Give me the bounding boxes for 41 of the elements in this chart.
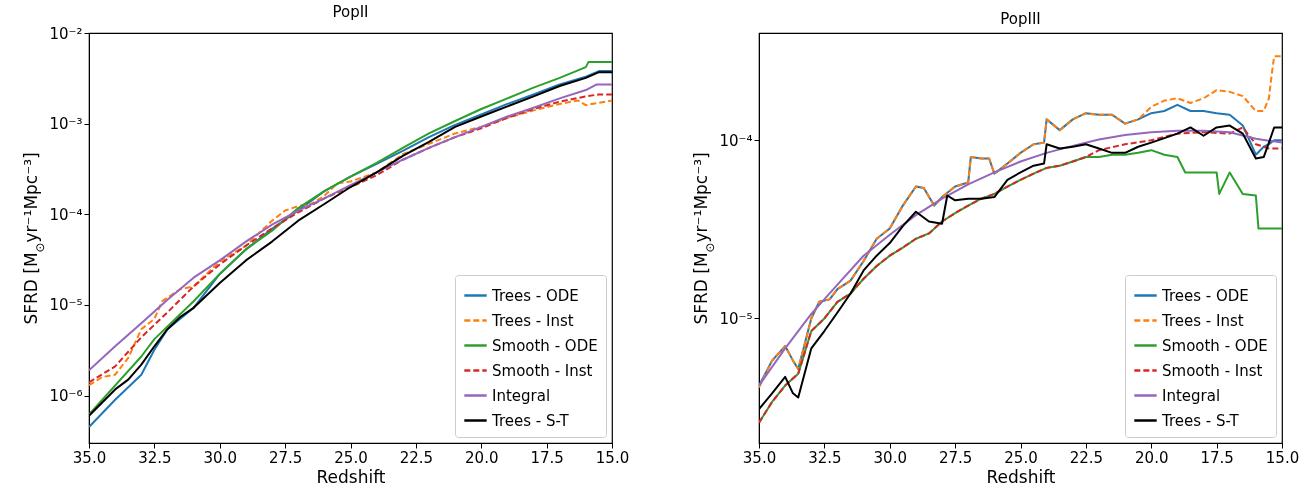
chart-title: PopIII	[1000, 10, 1041, 28]
y-tick-label: 10⁻³	[49, 115, 83, 134]
legend-label: Trees - Inst	[491, 311, 574, 330]
x-tick-label: 32.5	[808, 448, 842, 467]
x-tick-label: 27.5	[268, 448, 303, 467]
x-tick-label: 17.5	[530, 448, 564, 467]
legend-label: Smooth - ODE	[1162, 336, 1268, 355]
x-tick-label: 25.0	[334, 448, 368, 467]
y-tick-label: 10⁻²	[49, 24, 83, 43]
legend-label: Smooth - Inst	[492, 361, 593, 380]
legend-label: Integral	[492, 386, 551, 405]
x-tick-label: 30.0	[203, 448, 237, 467]
legend-label: Trees - ODE	[491, 286, 579, 305]
x-tick-label: 27.5	[938, 448, 973, 467]
x-axis-title: Redshift	[986, 466, 1056, 487]
y-tick-label: 10⁻⁵	[719, 309, 753, 328]
x-axis-title: Redshift	[316, 466, 386, 487]
legend-label: Trees - ODE	[1161, 286, 1249, 305]
x-tick-label: 20.0	[1135, 448, 1169, 467]
x-tick-label: 25.0	[1004, 448, 1038, 467]
y-tick-label: 10⁻⁵	[49, 296, 83, 315]
x-tick-label: 17.5	[1200, 448, 1234, 467]
legend-label: Trees - Inst	[1161, 311, 1244, 330]
x-tick-label: 32.5	[138, 448, 172, 467]
y-tick-label: 10⁻⁴	[49, 205, 83, 224]
x-tick-label: 20.0	[465, 448, 499, 467]
x-tick-label: 35.0	[742, 448, 777, 467]
legend-label: Integral	[1162, 386, 1221, 405]
y-tick-label: 10⁻⁶	[49, 387, 83, 406]
legend-label: Trees - S-T	[491, 411, 570, 430]
x-tick-label: 22.5	[399, 448, 434, 467]
x-tick-label: 22.5	[1069, 448, 1104, 467]
x-tick-label: 15.0	[595, 448, 630, 467]
chart-title: PopII	[332, 3, 369, 21]
legend-label: Trees - S-T	[1161, 411, 1240, 430]
legend-label: Smooth - Inst	[1162, 361, 1263, 380]
x-tick-label: 35.0	[72, 448, 107, 467]
y-tick-label: 10⁻⁴	[719, 131, 753, 150]
x-tick-label: 15.0	[1265, 448, 1300, 467]
legend-label: Smooth - ODE	[492, 336, 598, 355]
x-tick-label: 30.0	[873, 448, 907, 467]
